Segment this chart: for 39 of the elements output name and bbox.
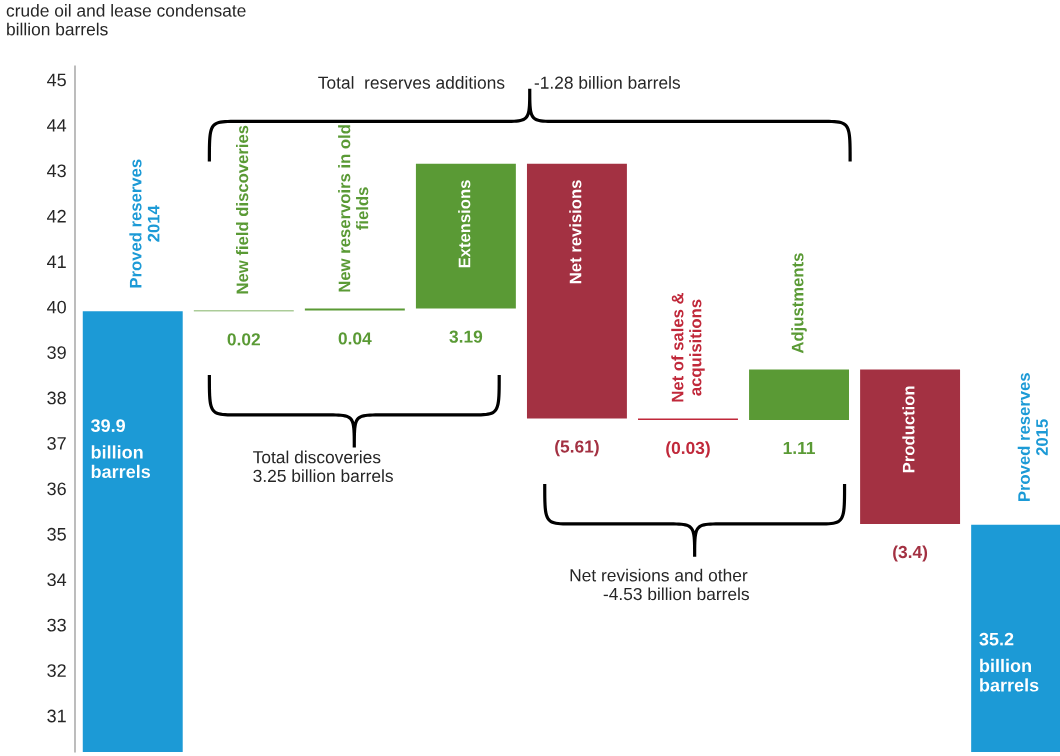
- annotation: Net revisions and other -4.53 billion barrels: [570, 568, 749, 601]
- x-tick-label: Net revisions: [569, 180, 582, 284]
- x-tick-label: Proved reserves 2015: [1017, 373, 1048, 502]
- y-tick-label: 37: [47, 437, 66, 450]
- y-axis-title: crude oil and lease condensate billion barrels: [6, 4, 246, 36]
- data-label: (5.61): [555, 439, 599, 457]
- annotation: Total reserves additions -1.28 billion barrels: [318, 76, 680, 89]
- data-label: (3.4): [893, 545, 928, 562]
- annotation: billion barrels: [980, 658, 1039, 692]
- y-tick-label: 31: [47, 709, 66, 723]
- x-tick-label: Adjustments: [791, 253, 807, 354]
- data-label: 3.19: [449, 330, 483, 343]
- y-tick-label: 38: [47, 391, 66, 405]
- data-label: (0.03): [666, 441, 710, 458]
- x-tick-label: Production: [902, 386, 915, 473]
- annotation: billion barrels: [91, 445, 151, 479]
- data-label: 1.11: [783, 441, 815, 454]
- y-tick-label: 43: [47, 164, 66, 178]
- data-label: 0.04: [338, 332, 372, 345]
- data-label: 39.9: [90, 419, 126, 433]
- y-tick-label: 40: [47, 300, 66, 314]
- y-tick-label: 41: [47, 255, 66, 268]
- y-tick-label: 45: [47, 73, 66, 87]
- y-tick-label: 32: [47, 664, 66, 677]
- y-tick-label: 33: [47, 618, 66, 632]
- data-label: 35.2: [979, 632, 1014, 646]
- x-tick-label: New reservoirs in old fields: [338, 125, 369, 292]
- y-tick-label: 35: [47, 527, 66, 541]
- y-tick-label: 34: [47, 573, 67, 587]
- x-tick-label: New field discoveries: [236, 125, 249, 294]
- x-tick-label: Net of sales & acquisitions: [671, 292, 705, 402]
- y-tick-label: 36: [47, 482, 66, 496]
- y-tick-label: 39: [47, 346, 66, 359]
- data-label: 0.02: [227, 333, 260, 346]
- x-tick-label: Proved reserves 2014: [129, 159, 160, 288]
- y-tick-label: 42: [47, 209, 66, 223]
- y-tick-label: 44: [47, 119, 67, 132]
- annotation: Total discoveries 3.25 billion barrels: [253, 450, 393, 483]
- x-tick-label: Extensions: [458, 180, 471, 268]
